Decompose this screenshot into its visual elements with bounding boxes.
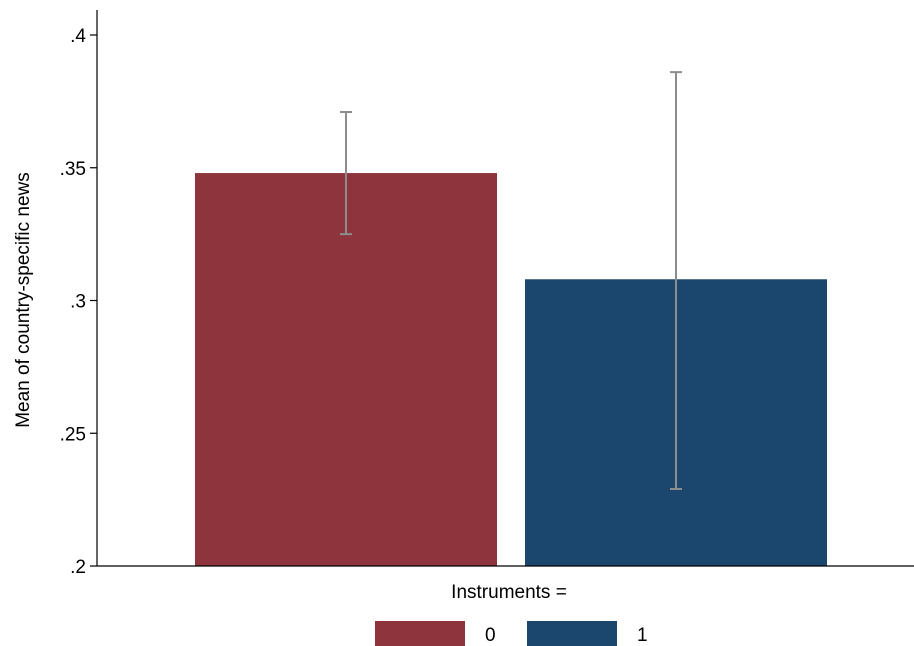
y-tick-label: .35 — [60, 159, 86, 180]
legend-swatch-1 — [527, 621, 617, 646]
y-tick-label: .2 — [70, 557, 86, 578]
error-bars — [340, 71, 682, 491]
legend-label-1: 1 — [637, 625, 648, 646]
legend-swatch-0 — [375, 621, 465, 646]
error-bar-0 — [340, 110, 352, 236]
y-axis-title: Mean of country-specific news — [13, 172, 34, 428]
y-tick-label: .25 — [60, 424, 86, 445]
y-axis: .2 .25 .3 .35 .4 — [60, 10, 98, 578]
bar-0 — [195, 173, 497, 566]
bars — [195, 173, 827, 566]
y-tick-label: .4 — [70, 26, 86, 47]
legend-title: Instruments = — [451, 582, 567, 603]
y-tick-label: .3 — [70, 292, 86, 313]
legend-label-0: 0 — [485, 625, 496, 646]
error-bar-1 — [670, 71, 682, 491]
